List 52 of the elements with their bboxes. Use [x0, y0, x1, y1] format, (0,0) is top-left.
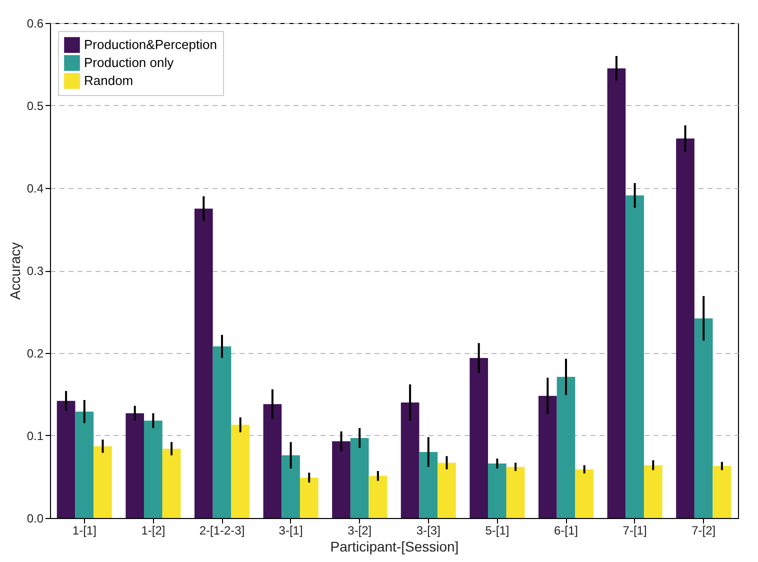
- bar: [144, 420, 162, 518]
- legend-label: Production&Perception: [84, 37, 217, 52]
- bar: [488, 464, 506, 518]
- bar: [332, 441, 350, 518]
- y-tick-label: 0.1: [26, 429, 44, 443]
- y-tick-label: 0.0: [26, 512, 44, 526]
- y-axis-title: Accuracy: [6, 242, 23, 300]
- bar: [575, 469, 594, 518]
- bar: [162, 448, 181, 518]
- bar: [538, 396, 557, 518]
- x-tick-label: 2-[1-2-3]: [199, 524, 245, 538]
- y-tick-label: 0.6: [26, 16, 44, 30]
- x-tick-label: 1-[1]: [72, 524, 96, 538]
- bar: [556, 376, 576, 518]
- bar: [676, 138, 694, 518]
- bar: [263, 404, 282, 518]
- x-axis-title: Participant-[Session]: [330, 538, 459, 554]
- bar: [212, 346, 232, 518]
- bar: [626, 195, 644, 518]
- legend-label: Production only: [84, 55, 174, 70]
- bar: [282, 455, 300, 518]
- bar: [194, 208, 213, 518]
- bar: [607, 68, 626, 518]
- legend-label: Random: [84, 73, 134, 88]
- bar: [94, 446, 112, 518]
- bar: [694, 318, 713, 518]
- bar: [231, 424, 250, 518]
- bar: [419, 452, 438, 518]
- bar: [506, 466, 525, 518]
- y-tick-label: 0.4: [26, 182, 44, 196]
- bar: [438, 462, 456, 518]
- bar: [712, 466, 732, 518]
- bar: [126, 413, 144, 518]
- x-tick-label: 3-[3]: [416, 524, 440, 538]
- bar: [350, 438, 369, 518]
- y-tick-label: 0.3: [26, 264, 44, 278]
- bar: [300, 478, 318, 518]
- bar: [400, 402, 420, 518]
- x-tick-label: 1-[2]: [141, 524, 166, 538]
- x-tick-label: 7-[1]: [622, 524, 647, 538]
- bar: [470, 358, 488, 518]
- x-tick-label: 3-[2]: [348, 524, 372, 538]
- bar: [644, 465, 662, 518]
- y-tick-label: 0.5: [26, 99, 44, 113]
- x-tick-label: 6-[1]: [554, 524, 578, 538]
- x-tick-label: 5-[1]: [485, 524, 510, 538]
- x-tick-label: 7-[2]: [692, 524, 716, 538]
- bar: [368, 476, 388, 518]
- bar: [56, 400, 76, 518]
- x-tick-label: 3-[1]: [278, 524, 303, 538]
- y-tick-label: 0.2: [26, 346, 44, 360]
- bar: [75, 412, 94, 518]
